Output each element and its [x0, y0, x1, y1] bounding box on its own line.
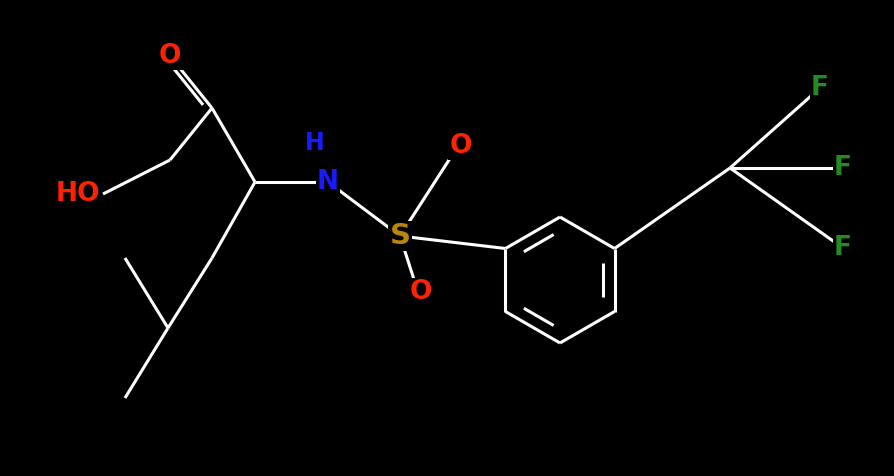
Text: F: F: [833, 235, 851, 261]
Text: O: O: [409, 279, 432, 305]
Text: H: H: [305, 131, 325, 155]
Text: O: O: [450, 133, 472, 159]
Text: F: F: [833, 155, 851, 181]
Text: S: S: [389, 222, 410, 250]
Text: O: O: [158, 43, 181, 69]
Text: N: N: [316, 169, 339, 195]
Text: HO: HO: [55, 181, 100, 207]
Text: F: F: [810, 75, 828, 101]
